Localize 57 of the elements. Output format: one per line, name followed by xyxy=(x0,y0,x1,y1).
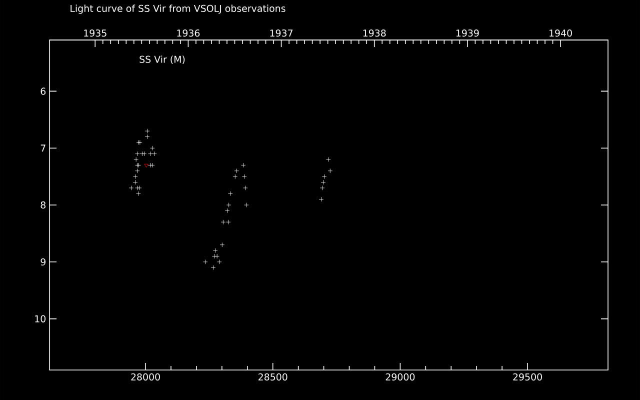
point xyxy=(226,202,232,208)
point xyxy=(234,168,240,174)
point xyxy=(220,220,226,224)
point xyxy=(320,186,325,190)
y-tick-label: 7 xyxy=(40,144,46,152)
point xyxy=(216,260,222,264)
point xyxy=(134,186,140,190)
point xyxy=(134,151,140,156)
x-tick-label: 28500 xyxy=(258,373,288,381)
x-tick-label: 29500 xyxy=(513,373,542,381)
point xyxy=(144,134,150,140)
y-tick-label: 6 xyxy=(40,88,46,95)
point xyxy=(220,242,225,248)
point xyxy=(326,157,331,162)
annotation: SS Vir (M) xyxy=(140,56,185,64)
y-tick-label: 10 xyxy=(35,315,46,322)
point xyxy=(244,202,249,208)
point xyxy=(210,265,216,270)
point xyxy=(320,180,326,185)
point xyxy=(137,186,142,190)
point xyxy=(232,174,238,179)
x2-tick-label: 1939 xyxy=(456,29,479,37)
point xyxy=(228,191,233,196)
point xyxy=(150,146,155,150)
point xyxy=(150,162,155,168)
point xyxy=(226,220,231,224)
y-tick-label: 9 xyxy=(40,258,46,266)
point xyxy=(132,180,138,185)
x2-tick-label: 1935 xyxy=(84,29,106,37)
point xyxy=(144,128,150,134)
point xyxy=(224,208,230,214)
point xyxy=(148,151,153,156)
chart-title: Light curve of SS Vir from VSOLJ observations xyxy=(70,4,286,14)
point xyxy=(144,164,148,168)
point xyxy=(136,191,141,196)
point xyxy=(152,151,157,156)
x-tick-label: 28000 xyxy=(131,373,160,381)
x2-tick-label: 1938 xyxy=(363,29,386,37)
point xyxy=(202,260,208,264)
point xyxy=(134,168,140,174)
x2-tick-label: 1936 xyxy=(177,29,200,37)
point xyxy=(128,186,134,190)
x2-tick-label: 1940 xyxy=(550,29,572,37)
y-tick-label: 8 xyxy=(40,201,46,209)
point xyxy=(132,174,138,179)
point xyxy=(242,174,247,179)
x2-tick-label: 1937 xyxy=(270,29,293,37)
point xyxy=(134,157,138,162)
point xyxy=(322,174,327,179)
point xyxy=(214,254,220,259)
point xyxy=(328,168,333,174)
point xyxy=(242,186,248,190)
point xyxy=(212,248,218,253)
point xyxy=(240,162,246,168)
x-tick-label: 29000 xyxy=(386,373,415,381)
point xyxy=(212,254,217,259)
point xyxy=(318,196,324,202)
